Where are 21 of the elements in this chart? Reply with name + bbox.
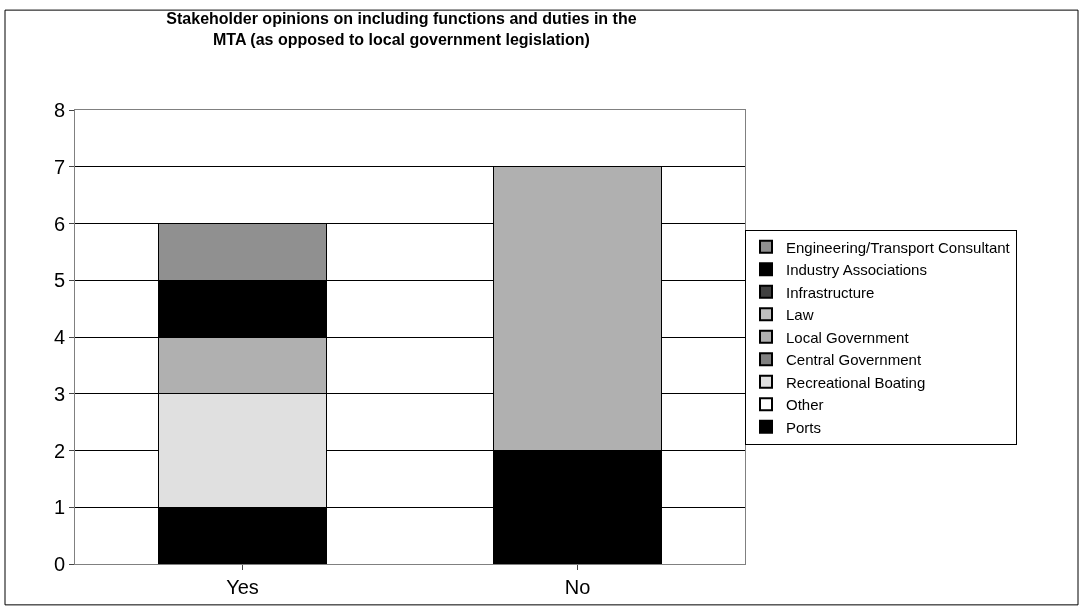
y-tick-label: 2 xyxy=(53,439,65,462)
chart-title: Stakeholder opinions on including functions and duties in the MTA (as opposed to local government legislation) xyxy=(166,10,637,49)
legend-label: Recreational Boating xyxy=(786,373,926,391)
legend-label: Ports xyxy=(786,418,822,436)
y-tick-label: 6 xyxy=(53,212,65,235)
legend-label: Infrastructure xyxy=(786,283,875,301)
y-tick-label: 0 xyxy=(53,553,65,575)
legend-label: Law xyxy=(786,306,814,324)
y-tick-label: 3 xyxy=(53,382,65,405)
y-tick-label: 1 xyxy=(53,496,65,519)
y-tick-label: 7 xyxy=(53,155,65,178)
y-tick-label: 4 xyxy=(53,326,65,348)
legend-label: Industry Associations xyxy=(786,261,927,279)
legend-label: Central Government xyxy=(786,351,922,369)
legend-label: Other xyxy=(786,396,824,414)
x-tick-label: Yes xyxy=(226,576,259,598)
legend-label: Engineering/Transport Consultant xyxy=(786,238,1011,256)
y-tick-label: 8 xyxy=(53,99,65,121)
x-tick-label: No xyxy=(564,576,591,598)
y-tick-label: 5 xyxy=(53,269,65,292)
legend-label: Local Government xyxy=(786,328,910,346)
